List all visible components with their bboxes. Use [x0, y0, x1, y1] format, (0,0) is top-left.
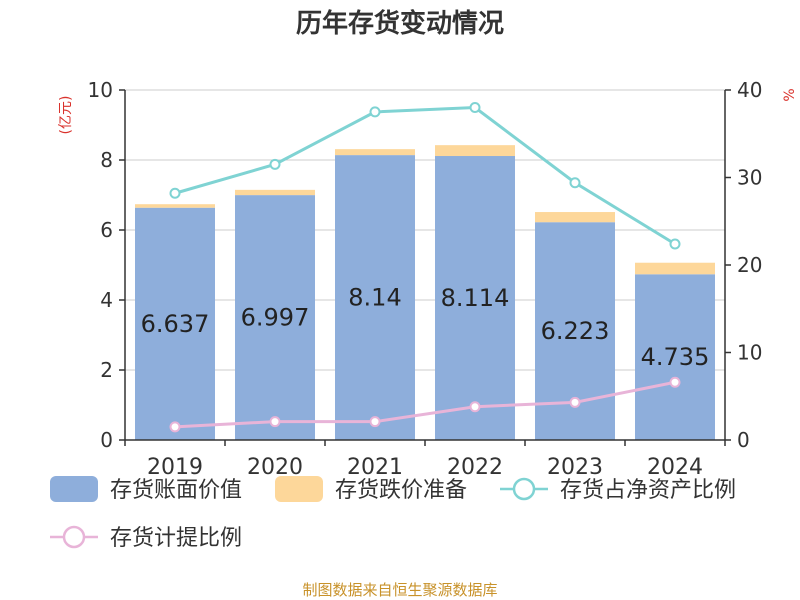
bar-impairment-reserve [235, 189, 315, 196]
grid-lines [125, 89, 725, 371]
legend-impairment-reserve-swatch [275, 476, 323, 502]
axes-layer: 0 2 4 6 8 10 0 10 20 30 40 2019 2020 2021 2022 2023 2024 [88, 78, 763, 480]
left-axis-unit: (亿元) [58, 96, 74, 135]
legend-book-value-swatch [50, 476, 98, 502]
right-axis-unit: % [782, 88, 798, 101]
provision-ratio-point [469, 401, 481, 413]
bar-book-value [235, 195, 315, 440]
bar-impairment-reserve [435, 145, 515, 157]
legend-ratio-net-assets-swatch-marker [512, 477, 536, 501]
x-tick-label: 2021 [347, 455, 403, 480]
bar-value-label: 6.223 [541, 317, 610, 345]
legend-book-value-label: 存货账面价值 [110, 478, 242, 503]
chart-title: 历年存货变动情况 [296, 8, 504, 39]
right-tick-label: 40 [737, 78, 762, 102]
x-tick-label: 2020 [247, 455, 303, 480]
bar-value-label: 6.637 [141, 310, 210, 338]
left-tick-label: 0 [100, 428, 113, 452]
x-tick-label: 2019 [147, 455, 203, 480]
provision-ratio-point [269, 416, 281, 428]
right-tick-label: 30 [737, 166, 762, 190]
bar-impairment-reserve [535, 212, 615, 223]
legend-ratio-net-assets-label: 存货占净资产比例 [560, 478, 736, 503]
bar-value-label: 4.735 [641, 343, 710, 371]
left-tick-label: 10 [88, 78, 113, 102]
x-tick-label: 2023 [547, 455, 603, 480]
provision-ratio-point [369, 416, 381, 428]
provision-ratio-point [669, 376, 681, 388]
right-tick-label: 10 [737, 341, 762, 365]
legend-provision-ratio-swatch-marker [62, 525, 86, 549]
left-tick-label: 4 [100, 288, 113, 312]
bar-value-label: 8.114 [441, 284, 510, 312]
ratio-net-assets-point [169, 187, 181, 199]
left-tick-label: 8 [100, 148, 113, 172]
legend-provision-ratio-label: 存货计提比例 [110, 526, 242, 551]
x-tick-label: 2022 [447, 455, 503, 480]
left-tick-label: 2 [100, 358, 113, 382]
left-tick-label: 6 [100, 218, 113, 242]
bar-book-value [135, 207, 215, 440]
bar-impairment-reserve [635, 262, 715, 275]
ratio-net-assets-point [669, 238, 681, 250]
provision-ratio-point [169, 421, 181, 433]
provision-ratio-point [569, 396, 581, 408]
bar-book-value [335, 155, 415, 440]
ratio-net-assets-point [369, 106, 381, 118]
ratio-net-assets-line [174, 105, 676, 246]
source-note: 制图数据来自恒生聚源数据库 [302, 581, 497, 599]
right-tick-label: 0 [737, 428, 750, 452]
bar-impairment-reserve [335, 149, 415, 156]
bar-value-label: 8.14 [348, 284, 401, 312]
bar-book-value [635, 274, 715, 440]
bars-layer: 6.637 6.997 8.14 8.114 6.223 4.735 [135, 145, 715, 440]
ratio-net-assets-point [269, 158, 281, 170]
bar-impairment-reserve [135, 204, 215, 208]
x-tick-label: 2024 [647, 455, 703, 480]
bar-value-label: 6.997 [241, 304, 310, 332]
bar-book-value [435, 156, 515, 440]
legend-impairment-reserve-label: 存货跌价准备 [335, 478, 467, 503]
right-tick-label: 20 [737, 253, 762, 277]
provision-ratio-line [174, 380, 676, 429]
lines-layer [169, 102, 681, 433]
ratio-net-assets-point [569, 177, 581, 189]
ratio-net-assets-point [469, 102, 481, 113]
